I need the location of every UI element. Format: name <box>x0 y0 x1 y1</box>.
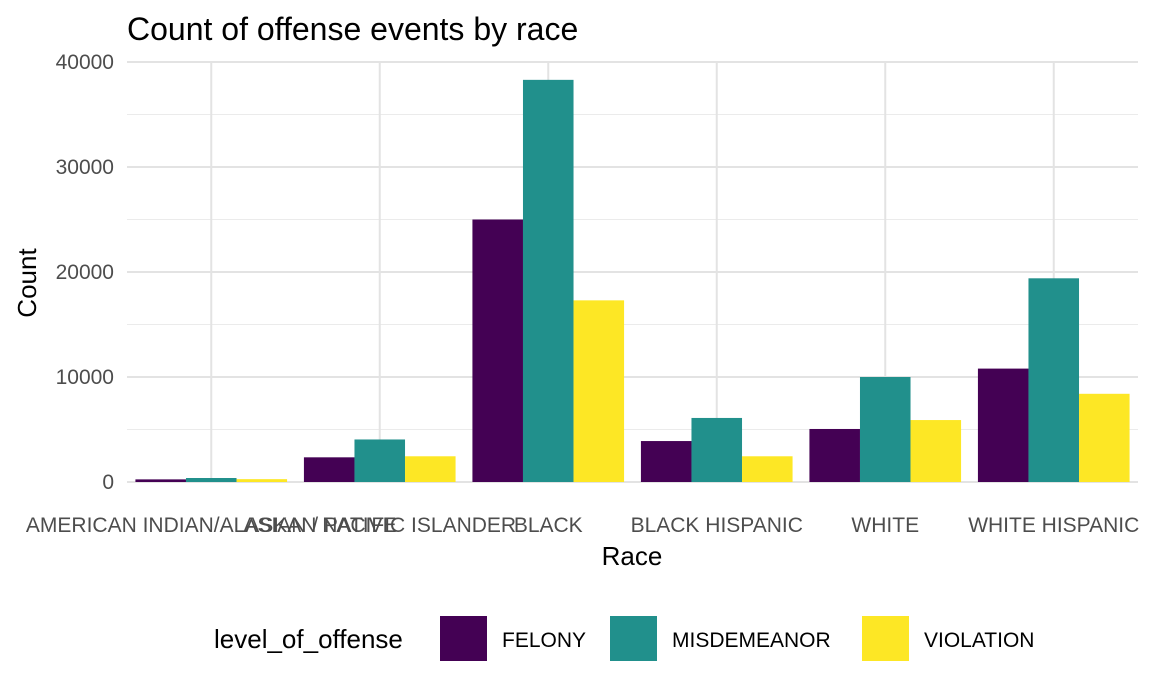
bar-felony <box>977 368 1029 482</box>
bar-misdemeanor <box>1028 278 1080 482</box>
x-tick-label: AMERICAN INDIAN/ALASKAN NATIVE <box>26 514 397 537</box>
y-tick-label: 10000 <box>56 366 114 389</box>
x-tick-label: BLACK <box>514 514 583 537</box>
legend-swatch-violation <box>862 616 909 661</box>
bar-felony <box>809 428 860 482</box>
x-axis-title: Race <box>602 541 663 571</box>
chart-title: Count of offense events by race <box>127 11 578 47</box>
legend-swatch-felony <box>440 616 487 661</box>
bar-violation <box>742 456 793 482</box>
legend-label: FELONY <box>502 629 586 652</box>
bar-felony <box>640 441 692 482</box>
y-tick-label: 30000 <box>56 156 114 179</box>
legend-title: level_of_offense <box>214 624 403 654</box>
y-tick-label: 0 <box>102 471 114 494</box>
bar-felony <box>135 479 186 482</box>
bar-violation <box>236 479 288 482</box>
bar-misdemeanor <box>354 439 406 482</box>
x-tick-label: BLACK HISPANIC <box>631 514 803 537</box>
bar-felony <box>303 457 355 482</box>
bars <box>135 79 1130 482</box>
legend-label: VIOLATION <box>924 629 1034 652</box>
x-tick-label: ASIAN / PACIFIC ISLANDER <box>243 514 516 537</box>
legend-label: MISDEMEANOR <box>672 629 831 652</box>
bar-misdemeanor <box>859 377 911 482</box>
bar-misdemeanor <box>522 79 574 482</box>
bar-misdemeanor <box>691 417 743 482</box>
bar-felony <box>472 219 523 482</box>
legend-swatch-misdemeanor <box>610 616 657 661</box>
y-tick-label: 40000 <box>56 51 114 74</box>
y-axis-ticks: 0 10000 20000 30000 40000 <box>56 51 114 494</box>
legend: level_of_offense FELONY MISDEMEANOR VIOLAT… <box>214 616 1034 661</box>
bar-violation <box>405 456 456 482</box>
x-tick-label: WHITE HISPANIC <box>968 514 1139 537</box>
bar-violation <box>1079 393 1130 482</box>
bar-violation <box>573 300 625 482</box>
y-tick-label: 20000 <box>56 261 114 284</box>
x-tick-label: WHITE <box>851 514 919 537</box>
y-axis-title: Count <box>12 248 42 318</box>
legend-items: FELONY MISDEMEANOR VIOLATION <box>440 616 1034 661</box>
bar-violation <box>910 420 962 482</box>
bar-misdemeanor <box>185 478 237 482</box>
